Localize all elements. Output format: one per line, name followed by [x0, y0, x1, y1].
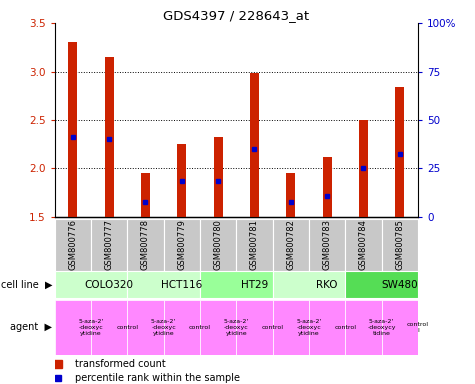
Text: GSM800782: GSM800782 — [286, 219, 295, 270]
Text: 5-aza-2'
-deoxycy
tidine: 5-aza-2' -deoxycy tidine — [368, 319, 396, 336]
Text: 5-aza-2'
-deoxyc
ytidine: 5-aza-2' -deoxyc ytidine — [151, 319, 176, 336]
Bar — [104, 57, 114, 217]
Bar — [345, 219, 381, 271]
Bar — [91, 300, 127, 355]
Text: GSM800780: GSM800780 — [214, 219, 223, 270]
Bar — [68, 43, 77, 217]
Text: 5-aza-2'
-deoxyc
ytidine: 5-aza-2' -deoxyc ytidine — [78, 319, 104, 336]
Bar — [127, 271, 200, 298]
Bar — [127, 219, 163, 271]
Bar — [237, 300, 273, 355]
Text: GSM800783: GSM800783 — [323, 219, 332, 270]
Text: GSM800777: GSM800777 — [104, 219, 114, 270]
Text: cell line  ▶: cell line ▶ — [1, 280, 52, 290]
Text: GSM800781: GSM800781 — [250, 219, 259, 270]
Text: 5-aza-2'
-deoxyc
ytidine: 5-aza-2' -deoxyc ytidine — [224, 319, 249, 336]
Bar — [55, 271, 127, 298]
Text: control: control — [334, 325, 356, 330]
Bar — [55, 300, 91, 355]
Bar — [273, 271, 345, 298]
Text: transformed count: transformed count — [75, 359, 165, 369]
Text: GSM800784: GSM800784 — [359, 219, 368, 270]
Text: GSM800778: GSM800778 — [141, 219, 150, 270]
Bar — [273, 300, 309, 355]
Text: control: control — [262, 325, 284, 330]
Text: control
l: control l — [407, 322, 429, 333]
Text: control: control — [116, 325, 138, 330]
Text: SW480: SW480 — [381, 280, 418, 290]
Bar — [91, 219, 127, 271]
Text: percentile rank within the sample: percentile rank within the sample — [75, 373, 239, 383]
Text: 5-aza-2'
-deoxyc
ytidine: 5-aza-2' -deoxyc ytidine — [296, 319, 322, 336]
Bar — [163, 219, 200, 271]
Bar — [395, 87, 404, 217]
Bar — [345, 271, 418, 298]
Bar — [250, 73, 259, 217]
Bar — [55, 219, 91, 271]
Bar — [237, 219, 273, 271]
Bar — [309, 300, 345, 355]
Bar — [323, 157, 332, 217]
Bar — [286, 173, 295, 217]
Text: GSM800779: GSM800779 — [177, 219, 186, 270]
Bar — [381, 300, 418, 355]
Title: GDS4397 / 228643_at: GDS4397 / 228643_at — [163, 9, 309, 22]
Bar — [381, 219, 418, 271]
Text: RKO: RKO — [316, 280, 338, 290]
Bar — [200, 271, 273, 298]
Text: GSM800785: GSM800785 — [395, 219, 404, 270]
Bar — [214, 137, 223, 217]
Bar — [127, 300, 163, 355]
Bar — [141, 173, 150, 217]
Text: COLO320: COLO320 — [85, 280, 133, 290]
Text: HT29: HT29 — [241, 280, 268, 290]
Text: agent  ▶: agent ▶ — [10, 322, 52, 333]
Bar — [200, 219, 237, 271]
Bar — [200, 300, 237, 355]
Bar — [345, 300, 381, 355]
Bar — [273, 219, 309, 271]
Text: HCT116: HCT116 — [161, 280, 202, 290]
Bar — [163, 300, 200, 355]
Bar — [309, 219, 345, 271]
Bar — [359, 120, 368, 217]
Text: GSM800776: GSM800776 — [68, 219, 77, 270]
Bar — [177, 144, 186, 217]
Text: control: control — [189, 325, 211, 330]
